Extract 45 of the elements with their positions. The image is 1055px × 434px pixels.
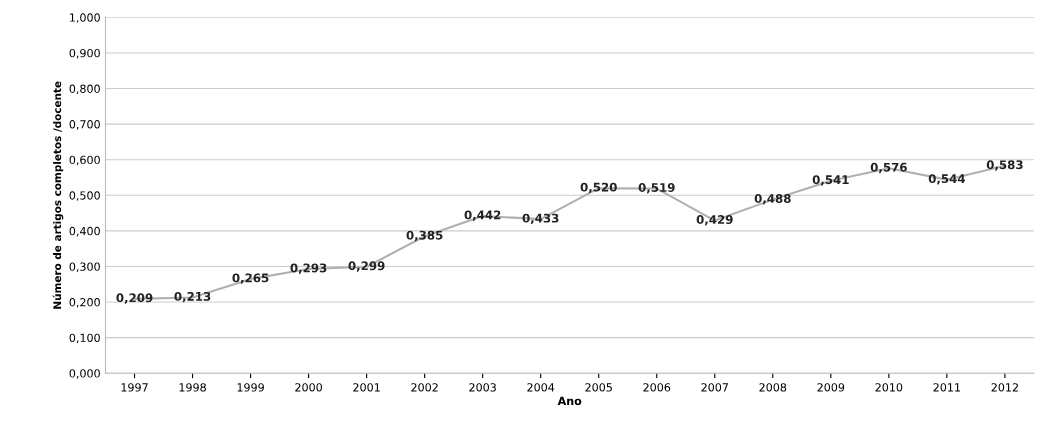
data-label: 0,213: [174, 291, 211, 303]
x-tick-label: 1999: [237, 383, 264, 392]
x-tick-label: 2005: [585, 383, 612, 392]
y-axis-title: Número de artigos completos /docente: [52, 81, 64, 309]
data-label: 0,293: [290, 263, 327, 274]
y-tick-label: 0,000: [69, 369, 100, 379]
data-label: 0,433: [522, 213, 559, 225]
x-tick-label: 2007: [701, 383, 728, 392]
x-tick-label: 2010: [875, 383, 903, 392]
data-label: 0,544: [928, 174, 965, 185]
x-tick-label: 2003: [469, 383, 496, 392]
data-label: 0,583: [986, 160, 1023, 171]
x-tick-label: 2006: [643, 383, 671, 392]
data-label: 0,265: [232, 273, 269, 284]
y-tick-label: 0,700: [69, 120, 100, 130]
x-tick-label: 2008: [759, 383, 787, 392]
y-tick-label: 0,500: [69, 191, 100, 201]
x-tick-label: 2004: [527, 383, 555, 392]
y-tick-label: 0,100: [69, 333, 100, 344]
y-tick-label: 0,600: [69, 155, 100, 166]
data-label: 0,442: [464, 210, 501, 221]
data-label: 0,519: [638, 183, 675, 194]
x-tick-label: 2011: [933, 383, 960, 392]
data-label: 0,488: [754, 194, 791, 205]
data-label: 0,541: [812, 175, 849, 186]
data-label: 0,299: [348, 261, 385, 272]
y-tick-label: 1,000: [70, 13, 100, 23]
y-tick-label: 0,200: [69, 298, 100, 308]
x-tick-label: 2000: [295, 383, 322, 392]
data-label: 0,385: [406, 230, 443, 242]
y-tick-label: 0,800: [69, 84, 100, 95]
data-label: 0,520: [580, 182, 617, 194]
data-label: 0,209: [116, 293, 153, 304]
data-label: 0,429: [696, 215, 733, 226]
x-tick-label: 1998: [179, 383, 206, 392]
x-tick-label: 1997: [121, 383, 148, 392]
y-tick-label: 0,400: [69, 226, 100, 237]
data-label: 0,576: [870, 162, 907, 174]
y-tick-label: 0,300: [69, 262, 100, 272]
x-tick-label: 2001: [353, 383, 380, 392]
x-axis-title: Ano: [557, 396, 582, 406]
x-tick-label: 2012: [991, 383, 1018, 392]
x-tick-label: 2009: [817, 383, 845, 392]
y-tick-label: 0,900: [69, 48, 100, 59]
x-tick-label: 2002: [411, 383, 438, 392]
